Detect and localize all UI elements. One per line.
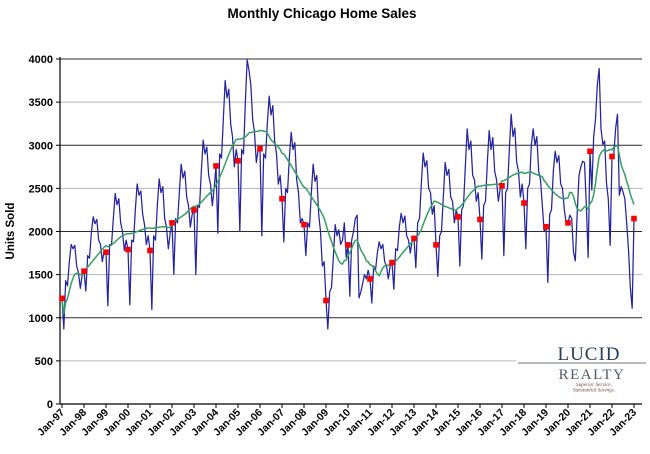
chart-title: Monthly Chicago Home Sales — [227, 6, 416, 21]
y-tick-label-2500: 2500 — [29, 183, 53, 195]
january-marker-Jan-17 — [499, 182, 505, 189]
y-tick-label-2000: 2000 — [29, 227, 53, 239]
january-marker-Jan-22 — [609, 153, 615, 160]
january-marker-Jan-10 — [345, 242, 351, 248]
january-marker-Jan-08 — [301, 221, 307, 228]
y-tick-label-1500: 1500 — [29, 270, 53, 282]
january-marker-Jan-04 — [213, 163, 219, 169]
january-marker-Jan-05 — [235, 157, 241, 164]
january-marker-Jan-19 — [543, 223, 549, 230]
logo-background — [516, 329, 648, 392]
january-marker-Jan-18 — [521, 200, 527, 206]
lucid-realty-logo: LUCID REALTY Superior Service. Substanti… — [516, 329, 648, 394]
january-marker-Jan-14 — [433, 242, 439, 248]
y-tick-label-0: 0 — [47, 399, 53, 411]
january-marker-Jan-11 — [367, 276, 373, 282]
january-marker-Jan-97 — [59, 295, 65, 302]
y-axis-title: Units Sold — [5, 203, 17, 260]
logo-wordmark-realty: REALTY — [559, 367, 626, 383]
monthly-sales-line — [61, 59, 635, 330]
logo-wordmark-lucid: LUCID — [557, 344, 620, 365]
y-tick-label-3000: 3000 — [29, 140, 53, 152]
january-marker-Jan-02 — [169, 220, 175, 226]
january-marker-Jan-03 — [191, 207, 197, 213]
january-marker-Jan-99 — [103, 249, 109, 255]
logo-tagline-line1: Superior Service. — [576, 382, 612, 388]
january-marker-Jan-15 — [455, 214, 461, 220]
january-marker-Jan-13 — [411, 235, 417, 242]
y-tick-label-3500: 3500 — [29, 97, 53, 109]
y-tick-label-4000: 4000 — [29, 54, 53, 66]
january-marker-Jan-00 — [125, 246, 131, 253]
january-marker-Jan-20 — [565, 220, 571, 226]
january-marker-Jan-01 — [147, 247, 153, 254]
january-marker-Jan-07 — [279, 195, 285, 202]
y-tick-label-500: 500 — [35, 356, 53, 368]
january-marker-Jan-16 — [477, 216, 483, 223]
january-marker-Jan-12 — [389, 259, 395, 266]
january-marker-Jan-21 — [587, 148, 593, 155]
january-marker-Jan-98 — [81, 268, 87, 274]
january-marker-Jan-06 — [257, 145, 263, 152]
logo-tagline-line2: Substantial Savings. — [573, 388, 615, 394]
y-tick-label-1000: 1000 — [29, 313, 53, 325]
moving-average-line — [61, 129, 635, 315]
january-marker-Jan-09 — [323, 297, 329, 304]
january-marker-Jan-23 — [631, 215, 637, 222]
